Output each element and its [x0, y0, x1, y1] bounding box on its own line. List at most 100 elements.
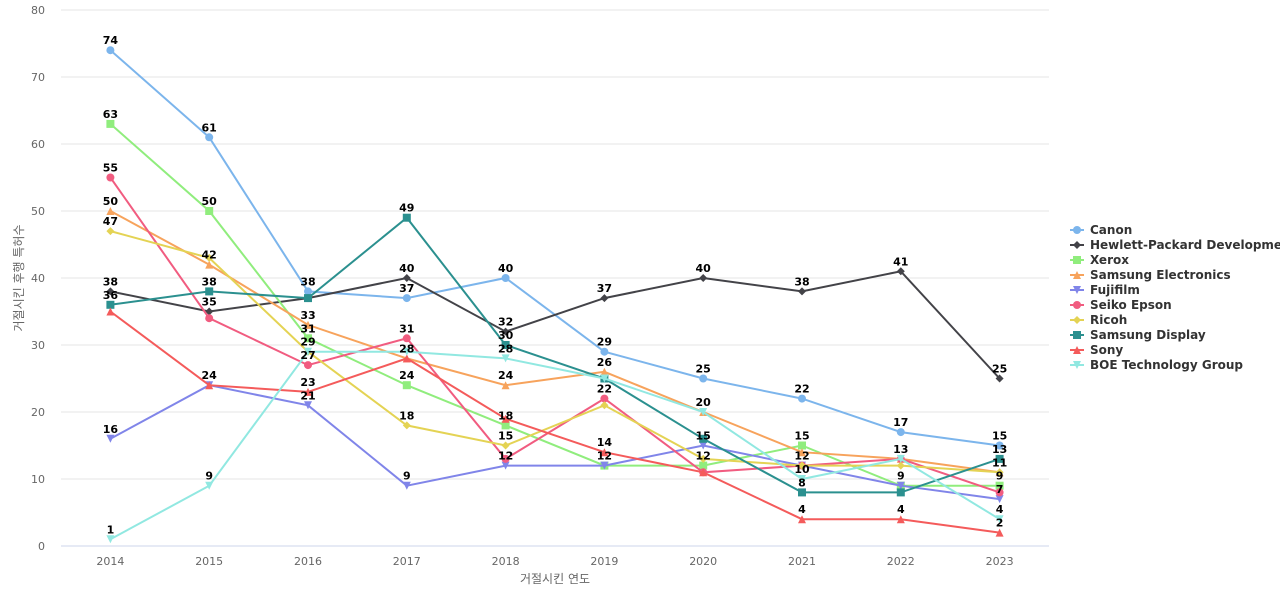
- data-point: [995, 441, 1004, 450]
- x-axis-title: 거절시킨 연도: [520, 572, 590, 586]
- legend-item[interactable]: Samsung Electronics: [1070, 268, 1231, 282]
- data-label: 36: [103, 289, 119, 302]
- data-point: [699, 441, 708, 450]
- data-label: 40: [399, 262, 415, 275]
- data-point: [995, 528, 1004, 537]
- data-point: [798, 287, 806, 296]
- legend-item[interactable]: Hewlett-Packard Development: [1070, 238, 1280, 252]
- data-point: [501, 421, 510, 430]
- data-point: [600, 394, 609, 403]
- legend-label: Xerox: [1090, 253, 1129, 267]
- data-point: [896, 461, 905, 470]
- legend-item[interactable]: Canon: [1070, 223, 1132, 237]
- legend-item[interactable]: Sony: [1070, 343, 1123, 357]
- data-point: [699, 454, 708, 463]
- series-samsung-display: [106, 213, 1004, 497]
- data-point: [304, 287, 312, 296]
- data-point: [896, 454, 905, 463]
- legend-item[interactable]: Ricoh: [1070, 313, 1127, 327]
- legend-label: Fujifilm: [1090, 283, 1140, 297]
- data-point: [106, 434, 115, 443]
- data-label: 31: [300, 322, 315, 335]
- data-point: [106, 46, 115, 55]
- y-tick-label: 70: [31, 71, 45, 84]
- y-tick-label: 20: [31, 406, 45, 419]
- legend-item[interactable]: BOE Technology Group: [1070, 358, 1243, 372]
- data-point: [402, 213, 411, 222]
- data-label: 12: [696, 450, 711, 463]
- data-label: 9: [205, 470, 213, 483]
- data-point: [600, 461, 609, 470]
- legend-marker: [1073, 316, 1081, 324]
- x-tick-label: 2023: [986, 555, 1014, 568]
- data-point: [501, 327, 510, 336]
- data-label: 15: [992, 430, 1007, 443]
- series-line: [109, 49, 1000, 447]
- data-label: 29: [597, 336, 612, 349]
- data-point: [205, 314, 214, 323]
- data-point: [995, 481, 1004, 490]
- data-point: [600, 374, 609, 383]
- data-point: [402, 274, 411, 282]
- gridlines: [61, 9, 1049, 480]
- data-point: [699, 434, 708, 443]
- legend-item[interactable]: Fujifilm: [1070, 283, 1140, 297]
- data-label: 11: [992, 456, 1007, 469]
- data-point: [402, 421, 411, 430]
- data-label: 27: [300, 349, 315, 362]
- x-tick-label: 2019: [590, 555, 618, 568]
- data-point: [798, 448, 806, 457]
- data-point: [106, 173, 115, 182]
- data-point: [896, 428, 905, 437]
- data-label: 9: [996, 470, 1004, 483]
- legend-marker: [1073, 241, 1081, 249]
- series-canon: [106, 46, 1004, 450]
- data-label: 32: [498, 316, 513, 329]
- data-point: [205, 260, 214, 269]
- data-point: [798, 461, 806, 470]
- data-label: 18: [399, 409, 414, 422]
- data-label: 63: [103, 108, 118, 121]
- y-tick-label: 50: [31, 205, 45, 218]
- data-point: [600, 294, 609, 303]
- data-point: [896, 488, 905, 497]
- data-point: [600, 347, 609, 356]
- x-tick-label: 2014: [96, 555, 124, 568]
- data-label: 12: [498, 450, 513, 463]
- legend-marker: [1073, 256, 1081, 264]
- data-point: [402, 347, 411, 356]
- legend-item[interactable]: Samsung Display: [1070, 328, 1206, 342]
- legend-label: Sony: [1090, 343, 1123, 357]
- data-label: 42: [202, 249, 217, 262]
- series-line: [109, 310, 1000, 534]
- series-seiko-epson: [106, 173, 1004, 497]
- data-label: 38: [202, 275, 217, 288]
- data-point: [304, 320, 312, 329]
- x-tick-label: 2015: [195, 555, 223, 568]
- data-point: [106, 287, 115, 296]
- data-point: [896, 267, 905, 276]
- data-label: 15: [498, 430, 513, 443]
- data-label: 17: [893, 416, 908, 429]
- data-point: [995, 374, 1004, 383]
- data-label: 28: [498, 342, 513, 355]
- data-point: [402, 354, 411, 363]
- legend-marker: [1073, 331, 1081, 339]
- data-point: [501, 414, 510, 423]
- legend-item[interactable]: Xerox: [1070, 253, 1129, 267]
- data-point: [304, 401, 312, 410]
- data-labels: 7463555047383616161504238352493833312927…: [103, 34, 1008, 536]
- legend-marker: [1073, 226, 1081, 234]
- series-line: [109, 123, 1000, 487]
- data-label: 4: [897, 503, 905, 516]
- data-point: [501, 461, 510, 470]
- y-axis-title: 거절시킨 후행 특허수: [11, 225, 26, 332]
- x-axis-ticks: 2014 2015 2016 2017 2018 2019 2020 2021 2022 2023: [96, 555, 1013, 568]
- data-label: 12: [597, 450, 612, 463]
- legend-item[interactable]: Seiko Epson: [1070, 298, 1172, 312]
- series-sony: [106, 307, 1004, 537]
- data-point: [600, 367, 609, 376]
- series-ricoh: [106, 227, 1004, 477]
